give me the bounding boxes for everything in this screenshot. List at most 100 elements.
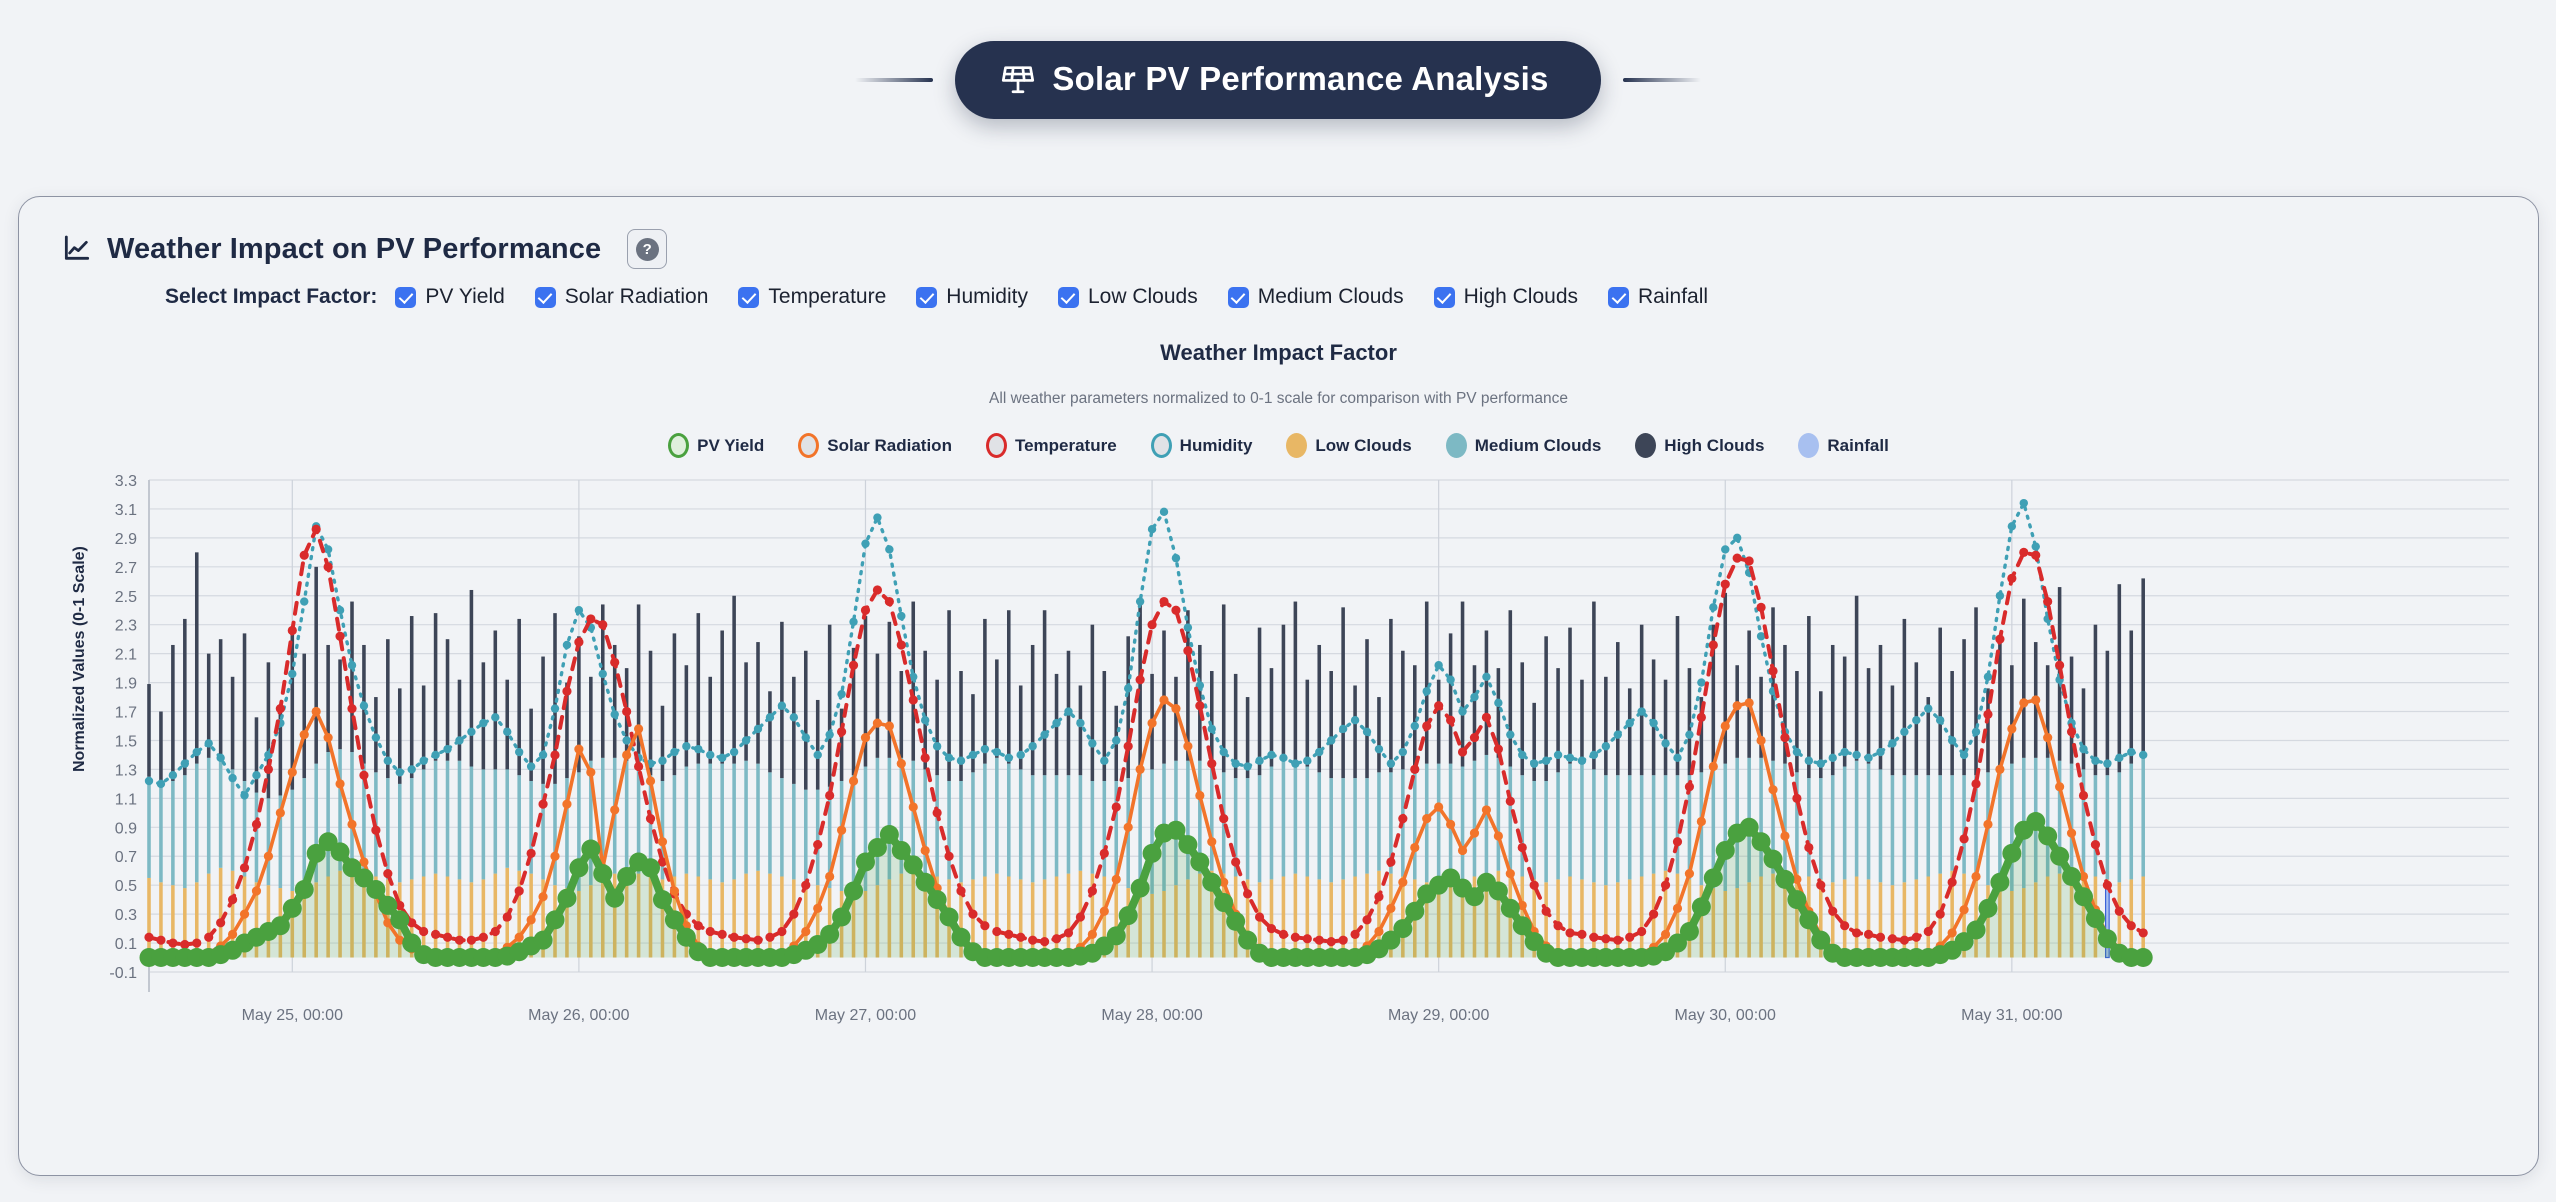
series-marker[interactable] bbox=[383, 756, 393, 765]
series-marker[interactable] bbox=[227, 929, 238, 939]
series-marker[interactable] bbox=[1715, 840, 1735, 860]
bar-segment[interactable] bbox=[732, 595, 736, 764]
series-marker[interactable] bbox=[753, 935, 763, 945]
bar-segment[interactable] bbox=[1830, 775, 1835, 883]
bar-segment[interactable] bbox=[1735, 665, 1739, 758]
series-marker[interactable] bbox=[2019, 547, 2029, 557]
series-marker[interactable] bbox=[1469, 732, 1480, 743]
series-marker[interactable] bbox=[574, 637, 584, 647]
series-marker[interactable] bbox=[1506, 730, 1515, 739]
series-marker[interactable] bbox=[2055, 782, 2065, 792]
bar-segment[interactable] bbox=[1245, 697, 1250, 779]
bar-segment[interactable] bbox=[362, 873, 366, 958]
series-marker[interactable] bbox=[1386, 857, 1396, 867]
series-marker[interactable] bbox=[1732, 533, 1742, 543]
bar-segment[interactable] bbox=[1854, 760, 1859, 877]
series-marker[interactable] bbox=[1947, 928, 1957, 938]
bar-segment[interactable] bbox=[1532, 780, 1536, 880]
bar-segment[interactable] bbox=[1281, 760, 1286, 877]
series-marker[interactable] bbox=[1166, 820, 1186, 840]
series-marker[interactable] bbox=[944, 753, 954, 763]
series-marker[interactable] bbox=[1816, 759, 1825, 768]
series-marker[interactable] bbox=[407, 918, 417, 928]
series-marker[interactable] bbox=[1207, 759, 1217, 769]
series-marker[interactable] bbox=[1672, 903, 1683, 913]
bar-segment[interactable] bbox=[517, 775, 521, 871]
bar-segment[interactable] bbox=[529, 708, 533, 781]
bar-segment[interactable] bbox=[1114, 780, 1119, 883]
bar-segment[interactable] bbox=[1353, 685, 1357, 779]
series-marker[interactable] bbox=[1398, 877, 1408, 887]
bar-segment[interactable] bbox=[338, 659, 342, 750]
bar-segment[interactable] bbox=[1221, 873, 1226, 958]
series-marker[interactable] bbox=[896, 640, 906, 650]
bar-segment[interactable] bbox=[1819, 879, 1823, 958]
series-marker[interactable] bbox=[1613, 935, 1623, 945]
series-marker[interactable] bbox=[1756, 735, 1766, 746]
bar-segment[interactable] bbox=[971, 694, 975, 773]
bar-segment[interactable] bbox=[935, 876, 939, 958]
bar-segment[interactable] bbox=[732, 879, 736, 958]
bar-segment[interactable] bbox=[314, 566, 318, 764]
bar-segment[interactable] bbox=[935, 679, 939, 776]
bar-segment[interactable] bbox=[1639, 775, 1644, 877]
bar-segment[interactable] bbox=[1269, 668, 1274, 767]
series-marker[interactable] bbox=[574, 606, 584, 615]
series-marker[interactable] bbox=[836, 727, 847, 737]
series-marker[interactable] bbox=[1052, 718, 1061, 728]
bar-segment[interactable] bbox=[147, 684, 151, 777]
bar-segment[interactable] bbox=[720, 763, 724, 883]
series-marker[interactable] bbox=[1792, 793, 1802, 803]
series-marker[interactable] bbox=[1178, 835, 1198, 855]
series-marker[interactable] bbox=[1589, 932, 1599, 942]
bar-segment[interactable] bbox=[350, 601, 354, 753]
series-marker[interactable] bbox=[2138, 928, 2148, 938]
series-marker[interactable] bbox=[872, 718, 883, 728]
series-marker[interactable] bbox=[1852, 750, 1861, 760]
series-marker[interactable] bbox=[1672, 837, 1683, 847]
series-marker[interactable] bbox=[383, 869, 393, 879]
series-marker[interactable] bbox=[1763, 849, 1783, 869]
bar-segment[interactable] bbox=[1974, 879, 1978, 958]
series-marker[interactable] bbox=[1517, 900, 1527, 911]
bar-segment[interactable] bbox=[290, 890, 295, 958]
bar-segment[interactable] bbox=[803, 650, 808, 790]
series-marker[interactable] bbox=[251, 886, 262, 896]
bar-segment[interactable] bbox=[1138, 890, 1142, 958]
series-marker[interactable] bbox=[538, 892, 548, 902]
series-marker[interactable] bbox=[533, 930, 553, 950]
series-marker[interactable] bbox=[1541, 906, 1551, 916]
series-marker[interactable] bbox=[156, 779, 166, 789]
series-marker[interactable] bbox=[1016, 750, 1025, 760]
bar-segment[interactable] bbox=[218, 757, 223, 868]
series-marker[interactable] bbox=[1744, 556, 1754, 566]
bar-segment[interactable] bbox=[266, 662, 271, 799]
series-marker[interactable] bbox=[1990, 872, 2010, 892]
bar-segment[interactable] bbox=[1090, 873, 1095, 958]
bar-segment[interactable] bbox=[194, 763, 199, 883]
bar-segment[interactable] bbox=[1042, 775, 1047, 880]
series-marker[interactable] bbox=[2073, 887, 2093, 907]
series-marker[interactable] bbox=[1660, 880, 1671, 890]
bar-segment[interactable] bbox=[636, 873, 641, 958]
series-marker[interactable] bbox=[1804, 756, 1814, 765]
series-marker[interactable] bbox=[849, 617, 858, 627]
series-marker[interactable] bbox=[228, 773, 237, 783]
bar-segment[interactable] bbox=[433, 873, 438, 958]
bar-segment[interactable] bbox=[1198, 873, 1202, 958]
bar-segment[interactable] bbox=[230, 676, 235, 770]
series-marker[interactable] bbox=[1195, 790, 1205, 801]
legend-item-medium-clouds[interactable]: Medium Clouds bbox=[1445, 433, 1601, 458]
bar-segment[interactable] bbox=[1030, 882, 1035, 958]
series-marker[interactable] bbox=[335, 606, 345, 615]
bar-segment[interactable] bbox=[923, 769, 927, 874]
bar-segment[interactable] bbox=[1759, 876, 1763, 958]
bar-segment[interactable] bbox=[1520, 775, 1525, 877]
bar-segment[interactable] bbox=[1890, 775, 1895, 886]
series-marker[interactable] bbox=[1899, 935, 1909, 945]
bar-segment[interactable] bbox=[1448, 882, 1453, 958]
series-marker[interactable] bbox=[1338, 935, 1348, 945]
bar-segment[interactable] bbox=[1436, 763, 1441, 886]
series-marker[interactable] bbox=[263, 851, 274, 861]
bar-segment[interactable] bbox=[995, 873, 999, 958]
